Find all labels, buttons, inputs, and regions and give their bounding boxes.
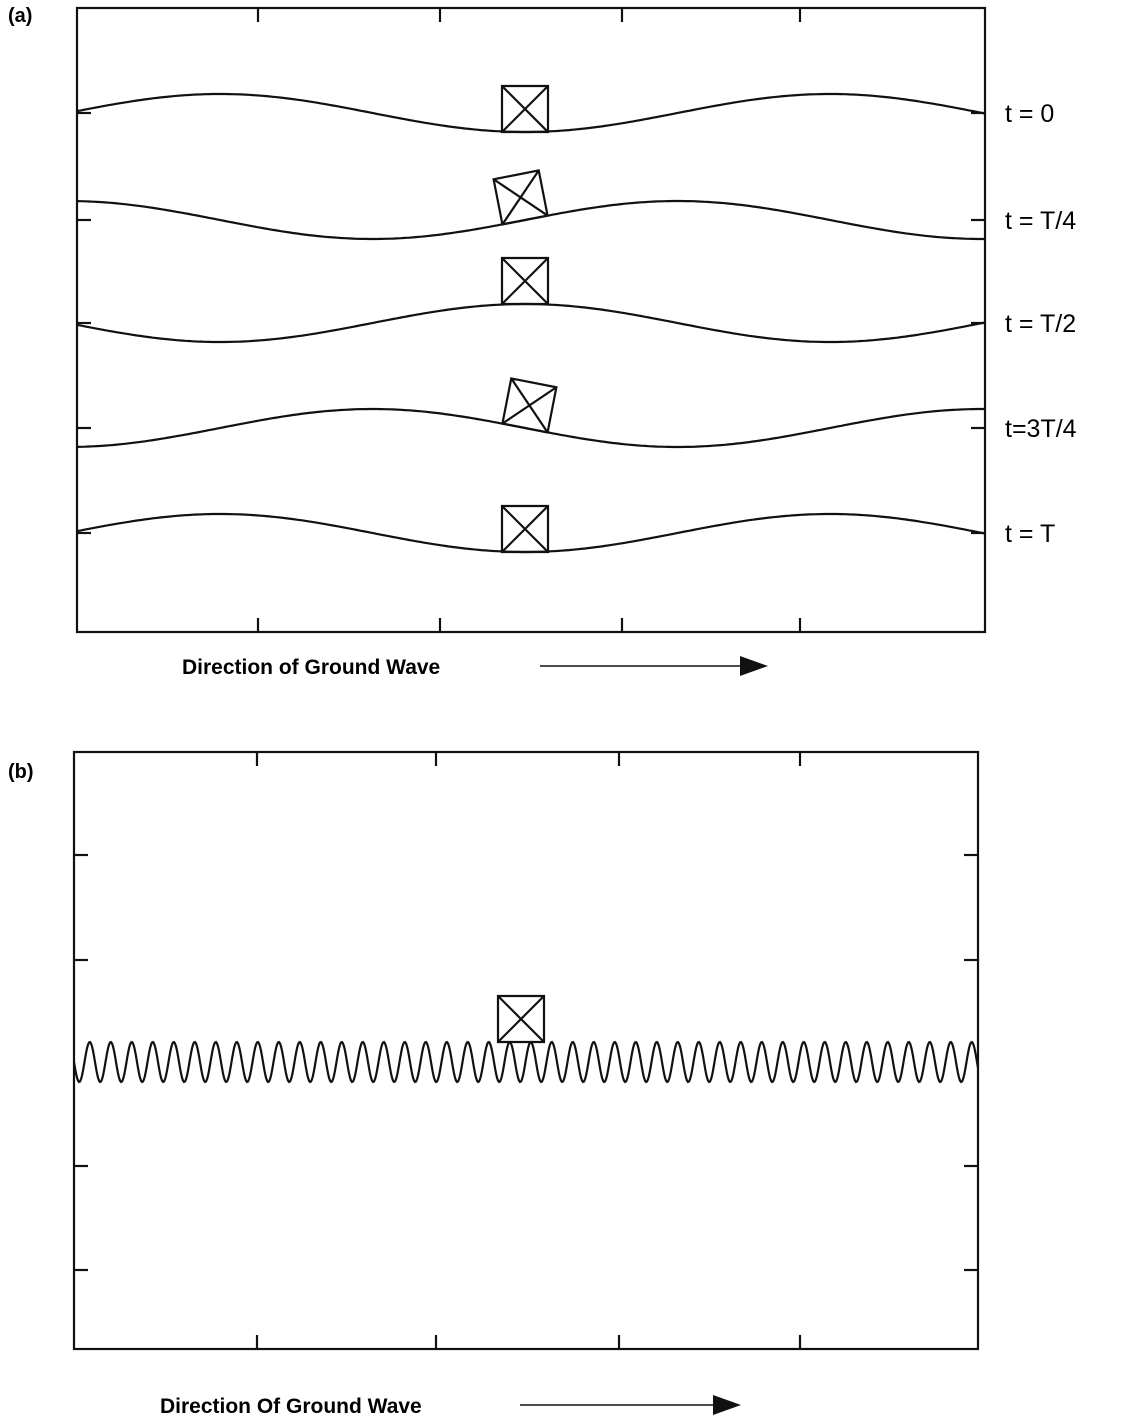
block bbox=[492, 169, 549, 226]
time-label: t=3T/4 bbox=[1005, 415, 1077, 443]
panel-label: (a) bbox=[8, 5, 32, 27]
caption: Direction of Ground Wave bbox=[182, 656, 440, 679]
ground-wave bbox=[76, 302, 986, 344]
time-label: t = T bbox=[1005, 520, 1055, 548]
block bbox=[500, 256, 550, 306]
ground-wave bbox=[76, 407, 985, 449]
caption: Direction Of Ground Wave bbox=[160, 1395, 422, 1418]
time-label: t = T/4 bbox=[1005, 207, 1076, 235]
ground-wave bbox=[76, 92, 986, 134]
arrow-head bbox=[740, 656, 768, 676]
ground-wave bbox=[76, 512, 986, 554]
block bbox=[501, 377, 558, 434]
panel-frame bbox=[72, 750, 980, 1351]
panel-label: (b) bbox=[8, 761, 34, 783]
block bbox=[500, 84, 550, 134]
block bbox=[500, 504, 550, 554]
arrow-head bbox=[713, 1395, 741, 1415]
time-label: t = T/2 bbox=[1005, 310, 1076, 338]
block bbox=[496, 994, 546, 1044]
ground-wave bbox=[72, 1040, 980, 1084]
panel-frame bbox=[75, 6, 987, 634]
time-label: t = 0 bbox=[1005, 100, 1054, 128]
ground-wave bbox=[76, 199, 985, 241]
